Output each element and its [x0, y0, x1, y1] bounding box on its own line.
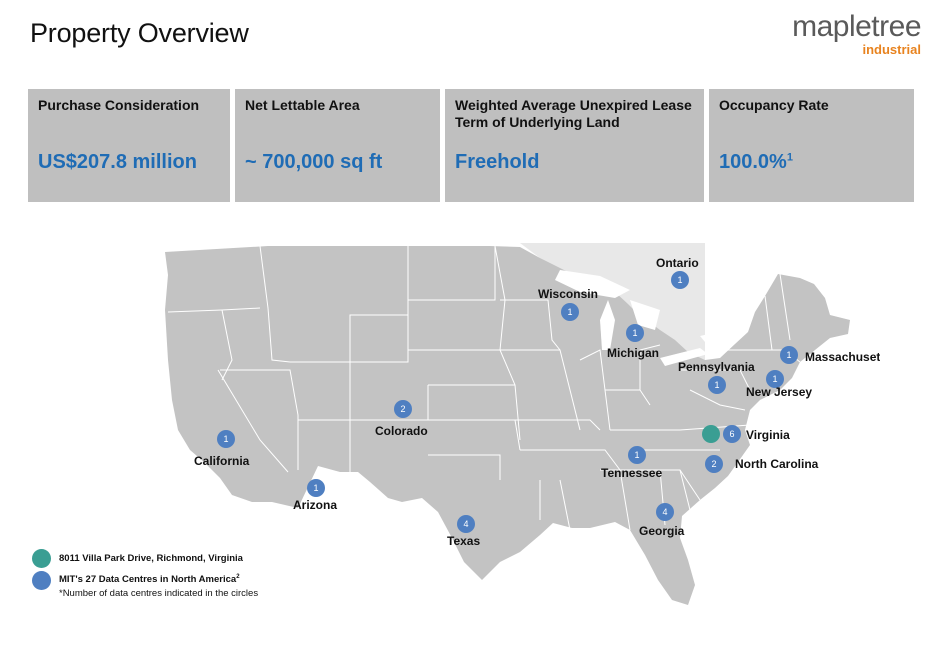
card-label: Occupancy Rate: [719, 97, 829, 113]
pin-count: 4: [463, 519, 468, 529]
pin-virginia: 6 Virginia: [702, 425, 790, 443]
pin-label: California: [194, 454, 250, 468]
card-purchase-consideration: Purchase Consideration US$207.8 million: [28, 89, 230, 202]
great-lakes: [555, 270, 738, 366]
pin-count: 1: [567, 307, 572, 317]
logo-wordmark: mapletree: [792, 10, 921, 43]
card-occupancy-rate: Occupancy Rate 100.0%1: [709, 89, 914, 202]
mapletree-logo: mapletree industrial: [792, 12, 921, 57]
pin-circle-north-carolina: [705, 455, 723, 473]
pin-label: Michigan: [607, 346, 659, 360]
card-value: US$207.8 million: [38, 151, 197, 174]
pin-label: New Jersey: [746, 385, 812, 399]
footnote-marker: 1: [786, 151, 793, 164]
pin-count: 6: [729, 429, 734, 439]
pin-circle-california: [217, 430, 235, 448]
pin-label: Ontario: [656, 256, 699, 270]
card-value: ~ 700,000 sq ft: [245, 151, 382, 174]
pin-circle-wisconsin: [561, 303, 579, 321]
card-label: Weighted Average Unexpired Lease Term of…: [455, 97, 692, 130]
pin-circle-texas: [457, 515, 475, 533]
pin-circle-pennsylvania: [708, 376, 726, 394]
card-value-text: 100.0%: [719, 151, 787, 173]
legend-text-main: MIT's 27 Data Centres in North America: [59, 574, 237, 586]
card-label: Purchase Consideration: [38, 97, 200, 113]
pin-count: 1: [714, 380, 719, 390]
north-america-map: 1 Ontario 1 Wisconsin 1 Michigan 1 Massa…: [165, 243, 880, 605]
pin-circle-tennessee: [628, 446, 646, 464]
pin-count: 1: [634, 450, 639, 460]
pin-label: Arizona: [293, 498, 337, 512]
logo-subtext: industrial: [862, 42, 921, 57]
pin-count: 1: [313, 483, 318, 493]
key-metrics: Purchase Consideration US$207.8 million …: [28, 89, 914, 202]
pin-wisconsin: 1 Wisconsin: [538, 287, 598, 321]
card-label: Net Lettable Area: [245, 97, 360, 113]
pin-circle-ontario: [671, 271, 689, 289]
legend-blue-dot: [32, 570, 51, 590]
pin-massachusetts: 1 Massachusetts: [780, 346, 880, 364]
pin-label: Wisconsin: [538, 287, 598, 301]
pin-label: Virginia: [746, 428, 790, 442]
card-value: 100.0%1: [719, 151, 793, 174]
pin-north-carolina: 2 North Carolina: [705, 455, 819, 473]
pin-circle-new-jersey: [766, 370, 784, 388]
pin-new-jersey: 1 New Jersey: [746, 370, 812, 399]
pin-count: 1: [772, 374, 777, 384]
legend-note: *Number of data centres indicated in the…: [59, 588, 259, 599]
pin-label: North Carolina: [735, 457, 819, 471]
map-legend: 8011 Villa Park Drive, Richmond, Virgini…: [32, 547, 258, 599]
pin-california: 1 California: [194, 430, 250, 468]
card-value-text: ~ 700,000 sq ft: [245, 151, 383, 173]
card-value: Freehold: [455, 151, 539, 174]
pin-count: 1: [786, 350, 791, 360]
pin-tennessee: 1 Tennessee: [601, 446, 662, 480]
card-value-text: US$207.8 million: [38, 151, 197, 173]
pin-label: Pennsylvania: [678, 360, 755, 374]
card-value-text: Freehold: [455, 151, 540, 173]
pin-circle-michigan: [626, 324, 644, 342]
card-net-lettable-area: Net Lettable Area ~ 700,000 sq ft: [235, 89, 440, 202]
pin-count: 2: [711, 459, 716, 469]
pin-circle-georgia: [656, 503, 674, 521]
pin-circle-virginia: [723, 425, 741, 443]
usa-shape: [165, 246, 850, 605]
pin-colorado: 2 Colorado: [375, 400, 428, 438]
legend-item-mit-data-centres: MIT's 27 Data Centres in North America2: [32, 569, 258, 591]
footnote-marker: 2: [236, 574, 240, 581]
pin-pennsylvania: 1 Pennsylvania: [678, 360, 755, 394]
card-lease-term: Weighted Average Unexpired Lease Term of…: [445, 89, 704, 202]
pin-arizona: 1 Arizona: [293, 479, 337, 512]
legend-item-villa-park: 8011 Villa Park Drive, Richmond, Virgini…: [32, 547, 258, 569]
pin-label: Tennessee: [601, 466, 662, 480]
pin-count: 2: [400, 404, 405, 414]
page-title: Property Overview: [30, 18, 249, 48]
pin-circle-colorado: [394, 400, 412, 418]
pin-label: Georgia: [639, 524, 685, 538]
pin-michigan: 1 Michigan: [607, 324, 659, 360]
pin-count: 1: [223, 434, 228, 444]
pin-ontario: 1 Ontario: [656, 256, 699, 289]
pin-label: Colorado: [375, 424, 428, 438]
legend-text: MIT's 27 Data Centres in North America2: [59, 574, 240, 585]
pin-circle-arizona: [307, 479, 325, 497]
pin-circle-villa-park-drive: [702, 425, 720, 443]
pin-count: 4: [662, 507, 667, 517]
legend-teal-dot: [32, 548, 51, 568]
pin-circle-massachusetts: [780, 346, 798, 364]
state-borders: [167, 245, 801, 531]
pin-label: Texas: [447, 534, 480, 548]
legend-text-main: 8011 Villa Park Drive, Richmond, Virgini…: [59, 552, 243, 564]
pin-label: Massachusetts: [805, 350, 880, 364]
pin-count: 1: [632, 328, 637, 338]
pin-count: 1: [677, 275, 682, 285]
pin-texas: 4 Texas: [447, 515, 480, 548]
pin-georgia: 4 Georgia: [639, 503, 685, 538]
legend-text: 8011 Villa Park Drive, Richmond, Virgini…: [59, 553, 243, 564]
